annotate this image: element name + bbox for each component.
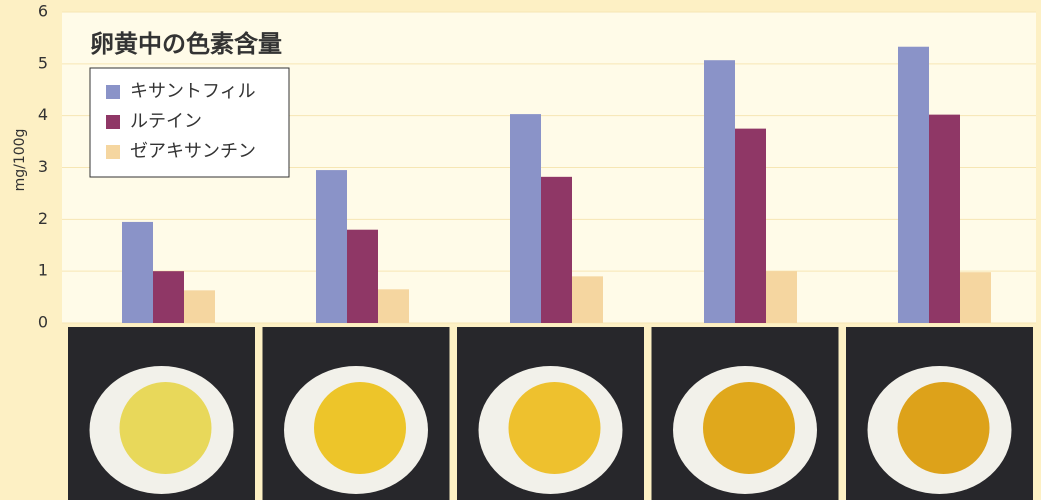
legend-swatch [106,145,120,159]
bar [347,229,378,323]
egg-yolk [119,382,212,474]
bar [704,60,735,324]
legend-swatch [106,115,120,129]
y-tick-label: 6 [38,2,48,21]
y-tick-label: 5 [38,53,48,72]
bar [572,276,603,323]
bar [184,290,215,323]
y-tick-label: 1 [38,261,48,280]
egg-yolk [508,382,601,474]
bar [541,176,572,323]
egg-yolk [703,382,795,474]
y-axis-label: mg/100g [12,129,28,192]
bar [510,114,541,323]
legend-label: キサントフィル [130,81,256,102]
y-tick-label: 0 [38,313,48,332]
bar [378,289,409,323]
egg-yolk [897,382,990,474]
y-tick-label: 3 [38,157,48,176]
bar [153,271,184,323]
legend-label: ルテイン [130,111,202,132]
legend-box [89,67,290,178]
photos [68,327,1033,500]
grid: 0 1 2 3 4 5 6 [38,2,1036,332]
y-tick-label: 4 [38,105,48,124]
egg-yolk [314,382,406,474]
bars [122,46,991,324]
chart-title: 卵黄中の色素含量 [90,30,282,58]
bar [316,170,347,323]
bar [960,272,991,323]
bar [898,46,929,323]
bar [122,221,153,323]
bar [766,271,797,323]
bar [929,114,960,323]
legend-swatch [106,85,120,99]
y-tick-label: 2 [38,209,48,228]
legend-label: ゼアキサンチン [130,141,256,162]
bar [735,128,766,323]
